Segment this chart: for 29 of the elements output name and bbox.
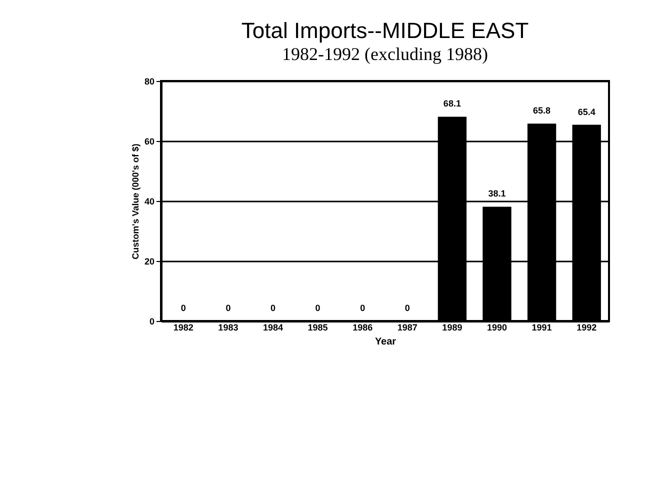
x-tick-label: 1983	[218, 322, 238, 332]
data-label: 65.4	[578, 106, 596, 117]
y-tick-label: 80	[144, 76, 154, 86]
x-tick-label: 1989	[442, 322, 462, 332]
data-label: 0	[404, 303, 410, 313]
x-tick-label: 1985	[308, 322, 328, 332]
chart-subtitle: 1982-1992 (excluding 1988)	[282, 44, 488, 64]
y-tick-label: 60	[144, 136, 154, 146]
x-axis-title: Year	[374, 336, 396, 348]
x-tick-label: 1982	[173, 322, 194, 332]
x-tick-label: 1992	[576, 322, 597, 332]
y-axis-title: Custom's Value (000's of $)	[130, 144, 140, 260]
x-tick-label: 1987	[397, 322, 418, 332]
x-tick-label: 1984	[262, 322, 284, 332]
data-label: 0	[270, 303, 276, 313]
x-tick-label: 1986	[352, 322, 373, 332]
y-tick-label: 40	[144, 196, 154, 206]
data-label: 0	[360, 303, 366, 313]
chart-title: Total Imports--MIDDLE EAST	[241, 18, 529, 43]
data-label: 68.1	[443, 98, 461, 109]
data-label: 0	[180, 303, 186, 313]
data-label: 0	[226, 303, 231, 313]
data-label: 65.8	[533, 106, 551, 116]
y-tick-label: 0	[149, 316, 154, 326]
x-tick-label: 1991	[532, 322, 552, 332]
data-label: 0	[315, 303, 320, 313]
x-tick-label: 1990	[486, 322, 508, 332]
data-label: 38.1	[488, 188, 506, 199]
y-tick-label: 20	[144, 256, 154, 266]
